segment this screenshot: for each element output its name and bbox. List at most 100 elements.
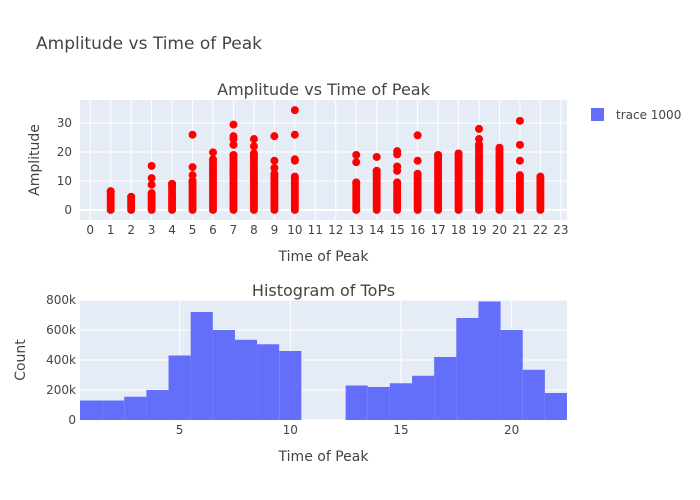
y-tick-label: 200k [46,383,76,397]
scatter-points [106,106,545,214]
scatter-point [249,142,258,151]
histogram-y-ticks: 0 200k 400k 600k 800k [46,293,76,427]
scatter-point [413,131,422,140]
scatter-y-axis-title: Amplitude [27,124,43,196]
x-tick-label: 7 [230,223,238,237]
scatter-point [290,130,299,139]
scatter-point [475,140,484,149]
histogram-bar [257,344,280,420]
legend-swatch-icon[interactable] [591,108,604,121]
x-tick-label: 17 [430,223,445,237]
scatter-x-ticks: 0 1 2 3 4 5 6 7 8 9 10 11 12 13 14 15 16 17 18 19 20 21 22 23 [86,223,568,237]
scatter-point [147,189,156,198]
histogram-title: Histogram of ToPs [252,281,395,300]
histogram-bar [124,396,147,420]
scatter-point [434,150,443,159]
scatter-point [290,172,299,181]
scatter-point [393,147,402,156]
histogram-bar [102,400,125,420]
histogram-bar [212,330,235,420]
scatter-point [515,116,524,125]
scatter-point [413,169,422,178]
x-tick-label: 10 [287,223,302,237]
scatter-point [270,169,279,178]
histogram-x-axis-title: Time of Peak [278,449,370,465]
scatter-x-axis-title: Time of Peak [278,249,370,265]
x-tick-label: 4 [168,223,176,237]
y-tick-label: 10 [57,174,72,188]
scatter-point [188,130,197,139]
histogram-x-ticks: 5 10 15 20 [176,423,520,437]
x-tick-label: 5 [189,223,197,237]
x-tick-label: 10 [283,423,298,437]
scatter-point [147,161,156,170]
scatter-point [454,149,463,158]
x-tick-label: 23 [553,223,568,237]
page-title: Amplitude vs Time of Peak [36,34,263,54]
histogram-bar [80,400,103,420]
x-tick-label: 20 [504,423,519,437]
scatter-point [352,150,361,159]
scatter-point [393,162,402,171]
scatter-point [413,156,422,165]
scatter-point [536,172,545,181]
scatter-point [475,124,484,133]
y-tick-label: 800k [46,293,76,307]
scatter-point [270,156,279,165]
x-tick-label: 22 [533,223,548,237]
histogram-bar [345,385,368,420]
scatter-plot[interactable]: 0 1 2 3 4 5 6 7 8 9 10 11 12 13 14 15 16 17 18 19 20 21 22 23 0… [27,80,569,265]
legend[interactable]: trace 1000 [591,108,681,122]
x-tick-label: 14 [369,223,384,237]
histogram-plot[interactable]: 5 10 15 20 0 200k 400k 600k 800k Histogram of T… [13,281,567,465]
scatter-y-ticks: 0 10 20 30 [57,116,72,217]
x-tick-label: 11 [308,223,323,237]
scatter-point [515,140,524,149]
y-tick-label: 400k [46,353,76,367]
histogram-y-axis-title: Count [13,339,29,381]
scatter-point [290,106,299,115]
histogram-bar [389,383,413,420]
x-tick-label: 3 [148,223,156,237]
histogram-bar [456,318,479,420]
scatter-title: Amplitude vs Time of Peak [217,80,430,99]
scatter-point [249,135,258,144]
scatter-point [147,180,156,189]
histogram-bar [168,355,191,420]
scatter-point [290,155,299,164]
scatter-point [393,178,402,187]
scatter-plot-area [80,100,567,220]
scatter-point [127,192,136,201]
scatter-point [168,179,177,188]
scatter-point [188,163,197,172]
x-tick-label: 20 [492,223,507,237]
y-tick-label: 20 [57,145,72,159]
scatter-point [188,176,197,185]
scatter-point [106,187,115,196]
histogram-bars [80,301,567,420]
scatter-point [352,178,361,187]
scatter-point [495,143,504,152]
scatter-point [352,158,361,167]
histogram-bar [279,351,302,420]
scatter-point [372,152,381,161]
histogram-bar [434,357,457,420]
x-tick-label: 19 [471,223,486,237]
x-tick-label: 12 [328,223,343,237]
y-tick-label: 30 [57,116,72,130]
scatter-point [209,155,218,164]
scatter-point [270,163,279,172]
scatter-point [372,166,381,175]
x-tick-label: 21 [512,223,527,237]
histogram-bar [146,390,169,420]
legend-label[interactable]: trace 1000 [616,108,681,122]
y-tick-label: 0 [64,203,72,217]
histogram-bar [544,393,567,420]
scatter-point [515,156,524,165]
histogram-bar [522,369,545,420]
scatter-point [229,132,238,141]
histogram-bar [190,312,213,420]
scatter-point [209,148,218,157]
x-tick-label: 6 [209,223,217,237]
scatter-point [229,140,238,149]
